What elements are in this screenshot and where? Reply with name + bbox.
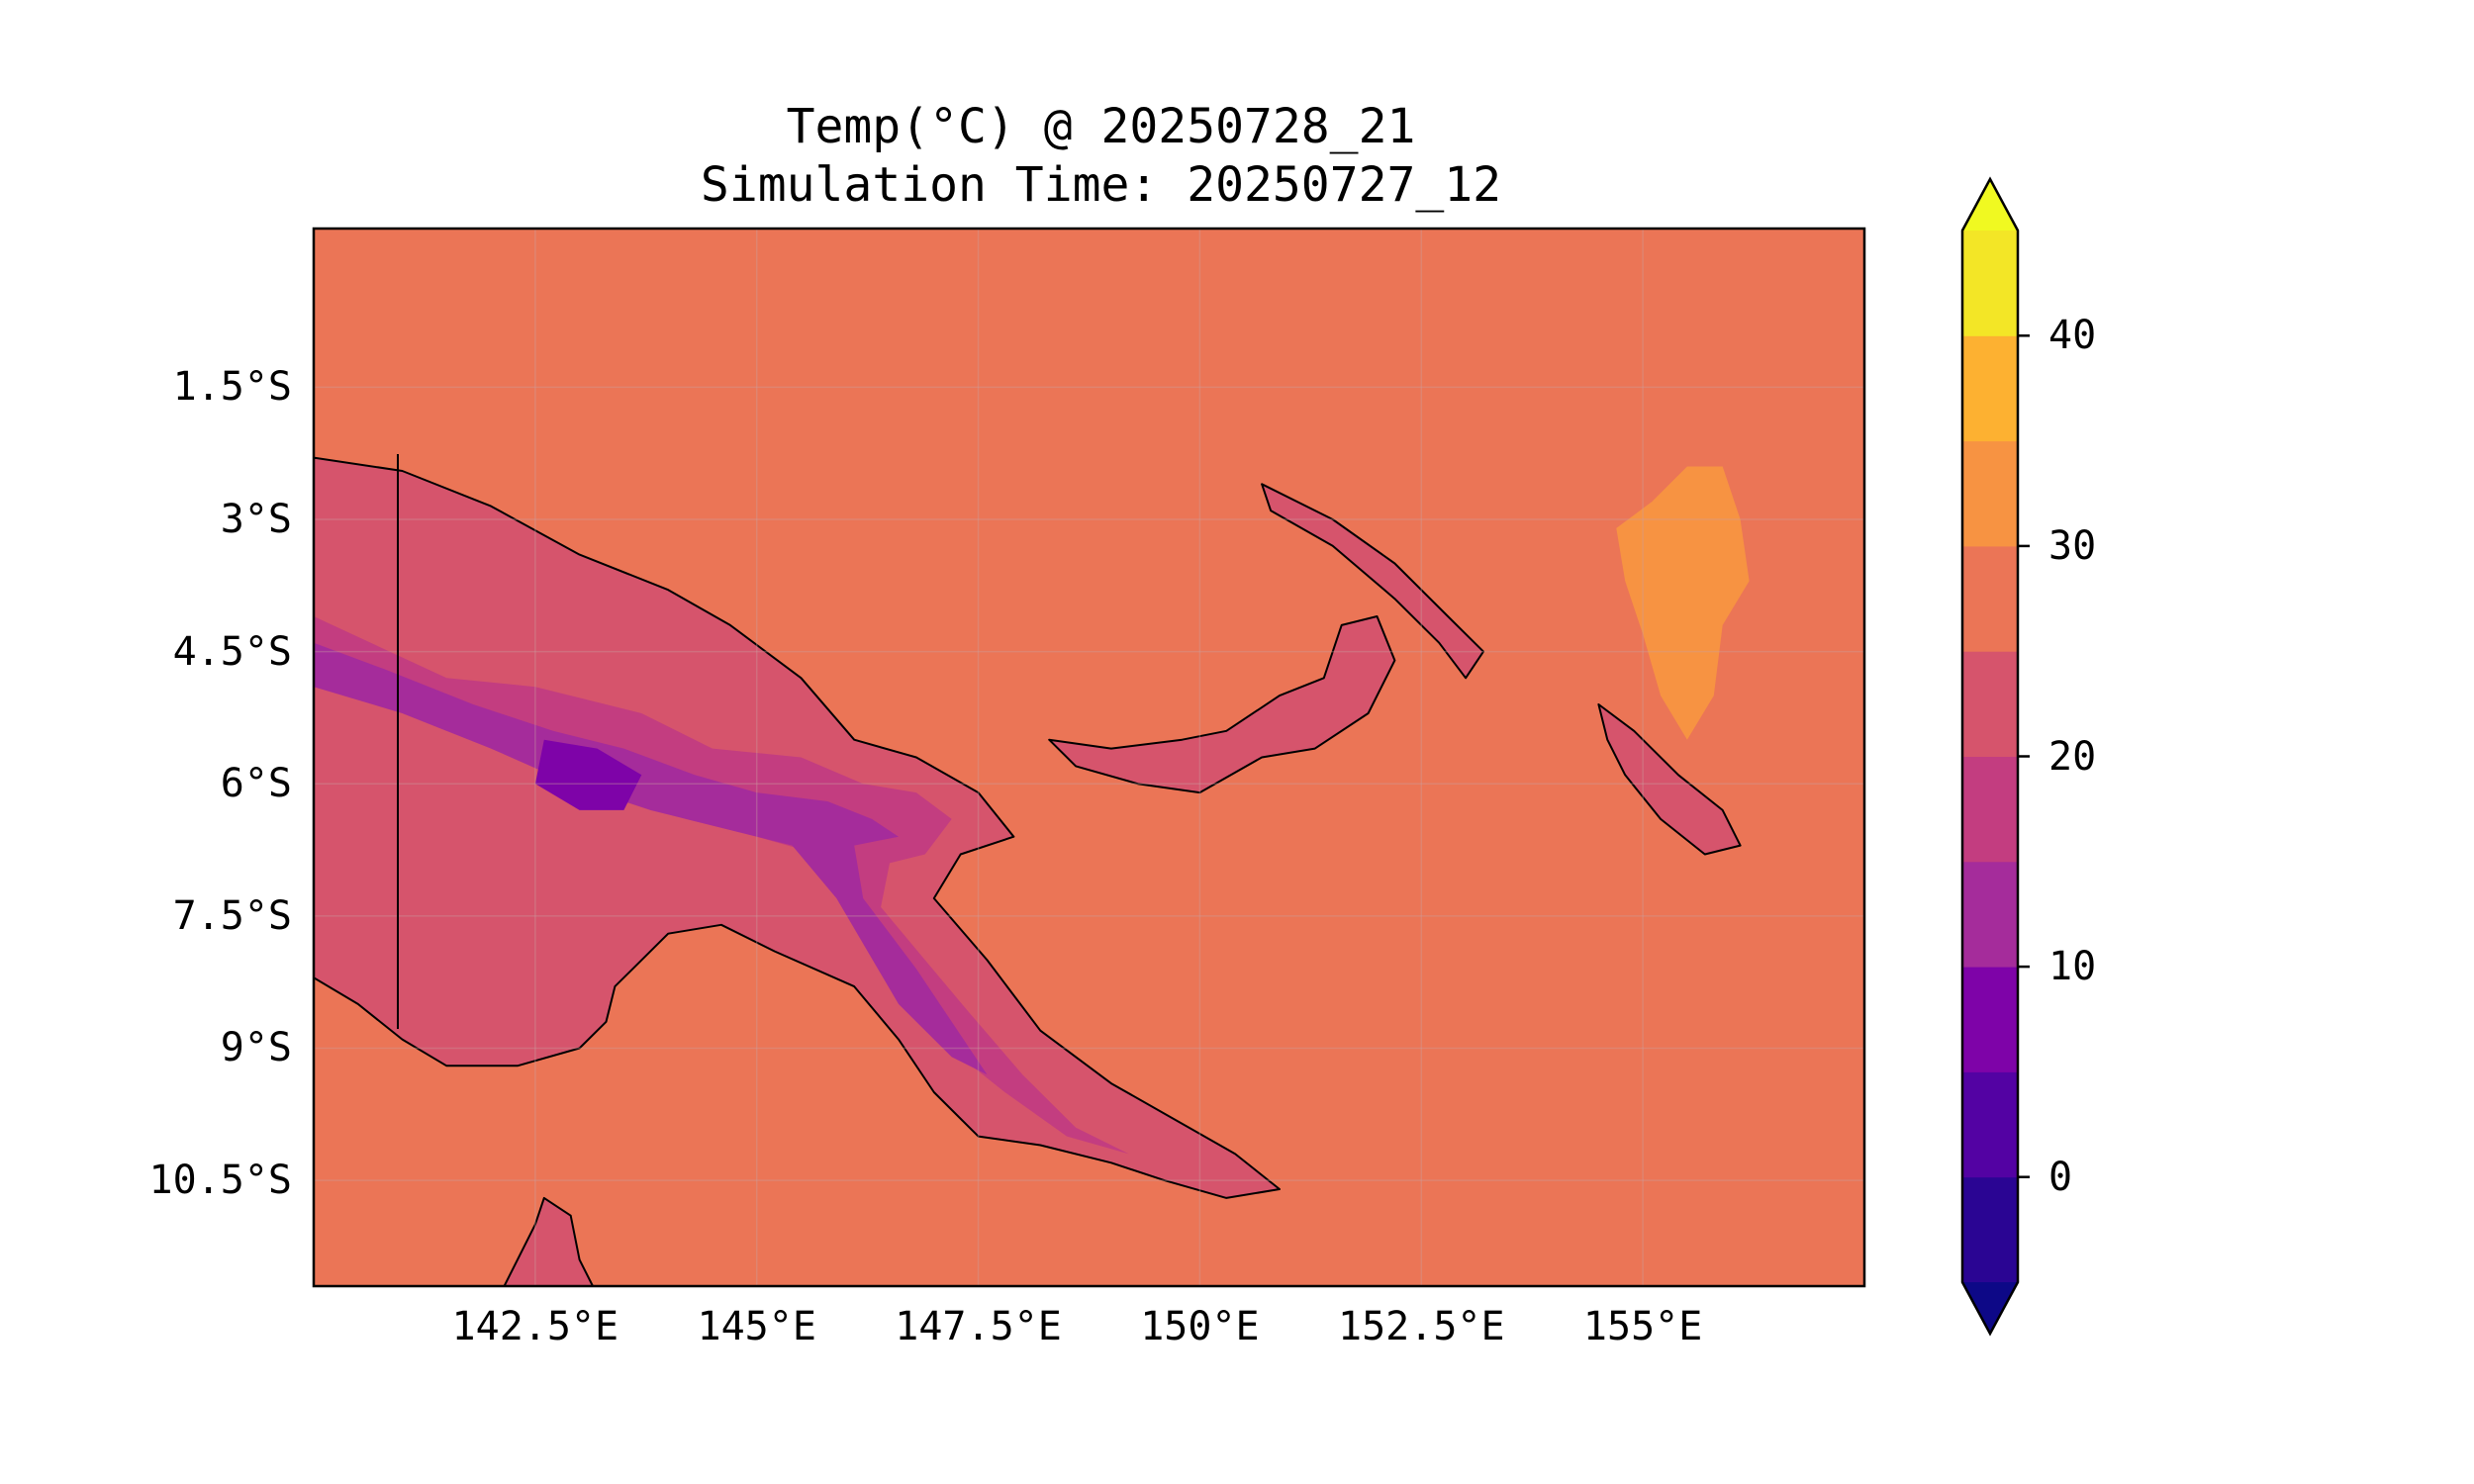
highlands-cold-region	[314, 642, 988, 1075]
colorbar-segment	[1962, 651, 2018, 757]
map-title: Temp(°C) @ 20250728_21	[786, 99, 1416, 154]
latitude-tick-label: 1.5°S	[172, 364, 292, 411]
map-subtitle: Simulation Time: 20250727_12	[700, 157, 1502, 213]
colorbar-segment	[1962, 231, 2018, 336]
highlands-coldest-region	[534, 739, 642, 810]
colorbar-segment	[1962, 1071, 2018, 1178]
colorbar-tick-label: 10	[2048, 944, 2097, 990]
latitude-tick-label: 10.5°S	[148, 1158, 293, 1204]
temperature-fields	[314, 456, 1750, 1286]
latitude-tick-label: 4.5°S	[172, 628, 292, 675]
colorbar	[1960, 176, 2030, 1337]
longitude-tick-label: 142.5°E	[451, 1304, 619, 1349]
latitude-tick-label: 7.5°S	[172, 892, 292, 939]
latitude-tick-label: 9°S	[220, 1025, 292, 1071]
gridlines	[314, 229, 1864, 1286]
new-ireland-warm-region	[1616, 466, 1750, 740]
latitude-tick-label: 3°S	[220, 496, 292, 542]
colorbar-segment	[1962, 335, 2018, 442]
colorbar-tick-label: 30	[2048, 522, 2097, 569]
colorbar-tick-label: 0	[2048, 1154, 2073, 1200]
longitude-tick-label: 147.5°E	[895, 1304, 1062, 1349]
new-ireland-region	[1261, 483, 1484, 680]
colorbar-segment	[1962, 861, 2018, 968]
new-britain-region	[1048, 615, 1396, 794]
latitude-tick-label: 6°S	[220, 761, 292, 807]
colorbar-over-extension	[1962, 179, 2018, 231]
longitude-tick-label: 145°E	[697, 1304, 816, 1349]
colorbar-segment	[1962, 440, 2018, 547]
longitude-tick-label: 152.5°E	[1337, 1304, 1505, 1349]
colorbar-segment	[1962, 756, 2018, 863]
cape-york-region	[503, 1196, 595, 1286]
colorbar-segment	[1962, 1176, 2018, 1283]
map-area	[312, 227, 1866, 1288]
colorbar-segment	[1962, 545, 2018, 652]
colorbar-tick-label: 20	[2048, 733, 2097, 780]
colorbar-tick-label: 40	[2048, 313, 2097, 359]
bougainville-region	[1597, 703, 1742, 856]
longitude-tick-label: 150°E	[1140, 1304, 1260, 1349]
map-frame	[312, 227, 1866, 1288]
colorbar-outline	[1960, 176, 2020, 1337]
colorbar-segment	[1962, 967, 2018, 1072]
colorbar-under-extension	[1962, 1282, 2018, 1334]
longitude-tick-label: 155°E	[1582, 1304, 1703, 1349]
